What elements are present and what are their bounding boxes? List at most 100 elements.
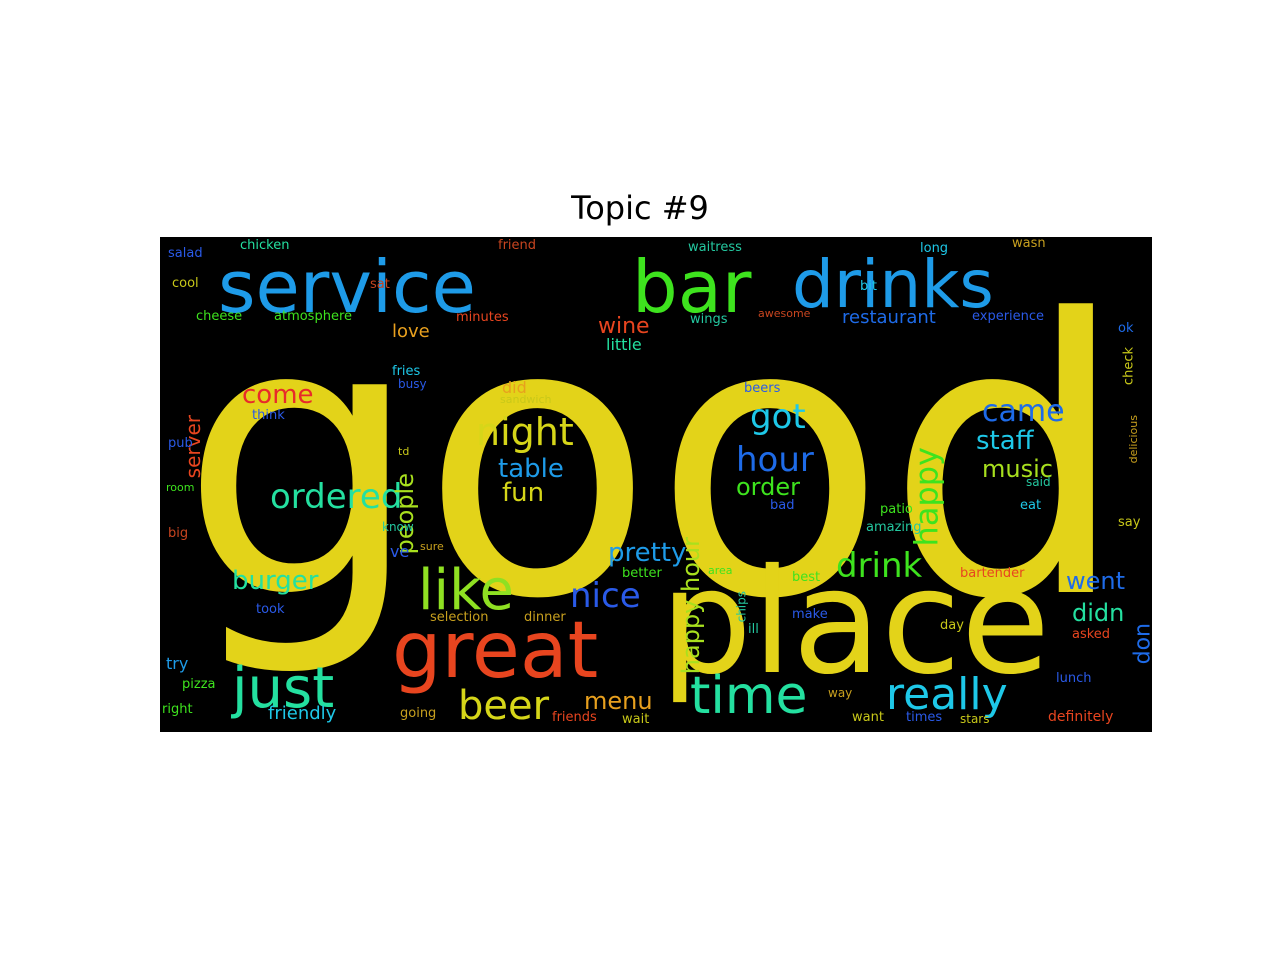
word-make: make	[792, 607, 828, 622]
word-going: going	[400, 706, 436, 721]
word-amazing: amazing	[866, 520, 922, 535]
word-patio: patio	[880, 502, 913, 517]
word-didn: didn	[1072, 599, 1124, 627]
word-did: did	[502, 378, 527, 397]
word-really: really	[886, 669, 1008, 720]
word-salad: salad	[168, 246, 203, 261]
word-beers: beers	[744, 381, 781, 396]
word-chicken: chicken	[240, 238, 289, 253]
word-selection: selection	[430, 610, 488, 625]
word-don: don	[1131, 623, 1152, 664]
word-best: best	[792, 570, 820, 585]
word-dinner: dinner	[524, 610, 566, 625]
word-times: times	[906, 710, 942, 725]
word-took: took	[256, 602, 285, 617]
word-ok: ok	[1118, 321, 1134, 336]
word-check: check	[1121, 347, 1136, 386]
word-pretty: pretty	[608, 538, 686, 568]
word-pub: pub	[168, 436, 193, 451]
word-minutes: minutes	[456, 310, 509, 325]
word-said: said	[1026, 475, 1051, 489]
word-just: just	[230, 656, 334, 721]
word-music: music	[982, 455, 1053, 483]
word-restaurant: restaurant	[842, 307, 936, 328]
word-sat: sat	[370, 277, 390, 292]
word-waitress: waitress	[688, 240, 742, 255]
word-big: big	[168, 526, 188, 541]
chart-title: Topic #9	[571, 189, 709, 227]
word-area: area	[708, 564, 733, 577]
word-stars: stars	[960, 712, 990, 726]
word-got: got	[750, 397, 806, 437]
word-great: great	[392, 606, 598, 696]
word-fun: fun	[502, 478, 544, 508]
word-experience: experience	[972, 309, 1044, 324]
word-pizza: pizza	[182, 677, 215, 692]
word-wine: wine	[598, 314, 650, 339]
word-burger: burger	[232, 566, 319, 596]
word-sure: sure	[420, 540, 444, 553]
word-know: know	[382, 520, 414, 534]
word-cool: cool	[172, 276, 199, 291]
word-love: love	[392, 321, 430, 342]
word-bar: bar	[632, 245, 752, 329]
word-drink: drink	[836, 546, 923, 586]
word-definitely: definitely	[1048, 709, 1113, 725]
word-way: way	[828, 686, 852, 700]
word-like: like	[418, 558, 514, 623]
word-day: day	[940, 618, 964, 633]
word-say: say	[1118, 515, 1141, 530]
word-came: came	[982, 394, 1065, 429]
word-wait: wait	[622, 712, 649, 727]
word-beer: beer	[458, 683, 550, 729]
word-eat: eat	[1020, 498, 1041, 513]
word-better: better	[622, 566, 662, 581]
word-night: night	[476, 410, 574, 454]
word-nice: nice	[570, 576, 641, 616]
word-hour: hour	[736, 440, 814, 480]
word-atmosphere: atmosphere	[274, 309, 352, 324]
word-wings: wings	[690, 312, 728, 327]
word-awesome: awesome	[758, 307, 811, 320]
word-happy: happy	[908, 447, 946, 546]
word-ordered: ordered	[270, 477, 402, 517]
word-order: order	[736, 473, 800, 501]
word-ill: ill	[748, 622, 759, 637]
word-cloud: good place great service bar drinks just like ti…	[160, 237, 1152, 732]
word-want: want	[852, 710, 884, 725]
word-good: good	[180, 239, 1127, 682]
word-people: people	[391, 473, 419, 554]
word-table: table	[498, 454, 564, 484]
word-chips: chips	[735, 591, 749, 622]
word-ve: ve	[390, 542, 409, 561]
word-friends: friends	[552, 710, 597, 725]
word-drinks: drinks	[792, 246, 994, 323]
word-friend: friend	[498, 238, 536, 253]
word-place: place	[660, 538, 1050, 707]
word-staff: staff	[976, 426, 1035, 456]
word-asked: asked	[1072, 627, 1110, 642]
word-lunch: lunch	[1056, 671, 1091, 686]
word-time: time	[690, 666, 807, 726]
word-server: server	[181, 414, 205, 478]
word-busy: busy	[398, 377, 427, 391]
word-think: think	[252, 408, 285, 423]
word-long: long	[920, 241, 948, 256]
word-bartender: bartender	[960, 566, 1025, 581]
word-cheese: cheese	[196, 309, 242, 324]
word-try: try	[166, 654, 188, 673]
word-happy-hour: happy hour	[677, 537, 705, 674]
word-wasn: wasn	[1012, 237, 1046, 251]
word-delicious: delicious	[1127, 415, 1140, 464]
word-service: service	[218, 245, 476, 329]
word-menu: menu	[584, 687, 653, 715]
word-td: td	[398, 445, 409, 458]
word-went: went	[1066, 567, 1125, 595]
word-fries: fries	[392, 364, 421, 379]
word-room: room	[166, 481, 194, 494]
word-come: come	[242, 380, 314, 410]
word-right: right	[162, 702, 193, 717]
word-friendly: friendly	[268, 703, 337, 724]
word-sandwich: sandwich	[500, 393, 552, 406]
